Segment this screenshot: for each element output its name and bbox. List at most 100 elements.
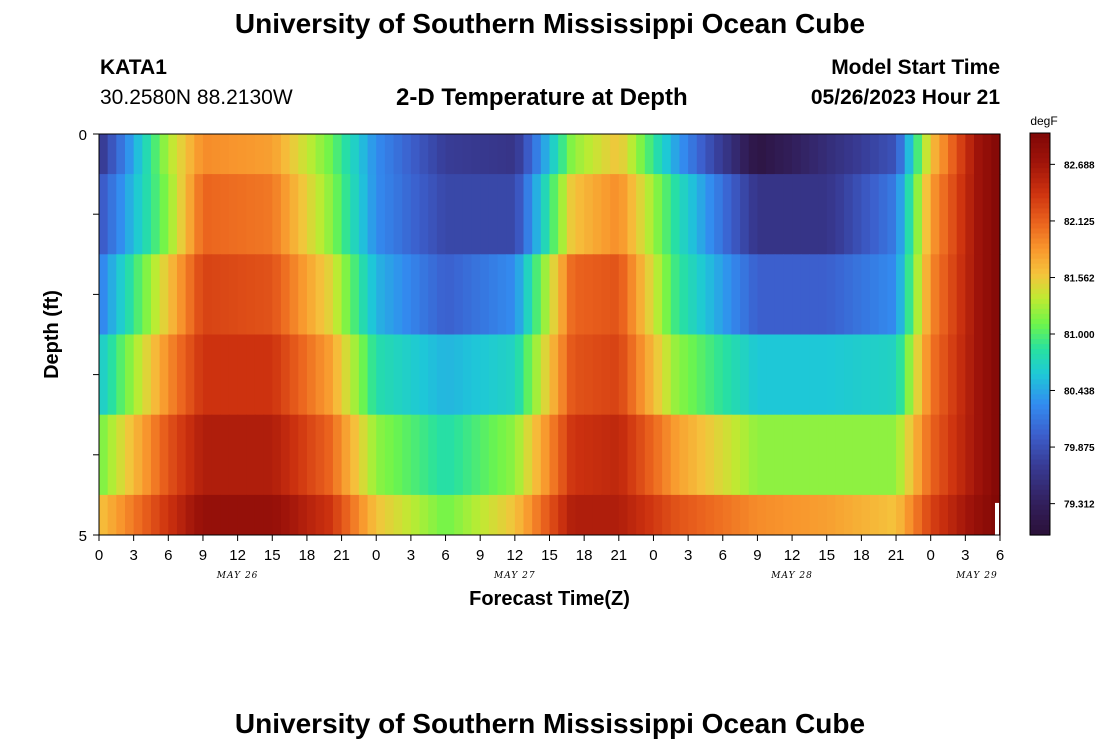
colorbar-segment xyxy=(1030,223,1050,230)
heatmap-cell xyxy=(436,174,447,255)
heatmap-cell xyxy=(462,174,473,255)
heatmap-cell xyxy=(696,414,707,496)
heatmap-cell xyxy=(636,414,646,496)
heatmap-cell xyxy=(904,334,914,416)
heatmap-cell xyxy=(471,254,481,335)
heatmap-cell xyxy=(974,494,984,536)
heatmap-cell xyxy=(948,174,958,255)
heatmap-cell xyxy=(306,494,317,536)
colorbar-segment xyxy=(1030,489,1050,496)
heatmap-cell xyxy=(826,134,836,175)
colorbar-segment xyxy=(1030,384,1050,390)
colorbar-segment xyxy=(1030,369,1050,375)
colorbar-segment xyxy=(1030,509,1050,516)
heatmap-cell xyxy=(896,174,906,255)
heatmap-cell xyxy=(948,134,958,175)
heatmap-cell xyxy=(480,494,490,536)
heatmap-cell xyxy=(688,254,698,335)
heatmap-cell xyxy=(280,414,291,496)
colorbar-segment xyxy=(1030,529,1050,536)
heatmap-cell xyxy=(575,494,585,536)
colorbar-segment xyxy=(1030,419,1050,426)
heatmap-cell xyxy=(722,174,733,255)
day-label: MAY 28 xyxy=(770,571,813,581)
heatmap-cell xyxy=(679,414,689,496)
heatmap-cell xyxy=(298,134,308,175)
heatmap-cell xyxy=(688,494,698,536)
heatmap-cell xyxy=(454,414,464,496)
heatmap-cell xyxy=(688,414,698,496)
heatmap-cell xyxy=(644,174,655,255)
heatmap-cell xyxy=(653,134,663,175)
heatmap-cell xyxy=(714,494,724,536)
heatmap-cell xyxy=(445,414,455,496)
heatmap-cell xyxy=(948,494,958,536)
heatmap-cell xyxy=(168,174,178,255)
heatmap-cell xyxy=(939,174,949,255)
heatmap-cell xyxy=(185,334,195,416)
colorbar-segment xyxy=(1030,499,1050,506)
colorbar-segment xyxy=(1030,203,1050,209)
heatmap-cell xyxy=(636,494,646,536)
heatmap-cell xyxy=(142,134,152,175)
heatmap-cell xyxy=(818,414,828,496)
heatmap-cell xyxy=(922,174,932,255)
y-axis-label: Depth (ft) xyxy=(41,290,63,379)
heatmap-cell xyxy=(731,334,741,416)
heatmap-cell xyxy=(159,254,169,335)
colorbar-segment xyxy=(1030,409,1050,415)
heatmap-cell xyxy=(419,254,429,335)
heatmap-cell xyxy=(124,174,135,255)
heatmap-cell xyxy=(341,494,351,536)
heatmap-cell xyxy=(705,174,715,255)
heatmap-cell xyxy=(99,254,109,335)
heatmap-cell xyxy=(150,174,161,255)
heatmap-cell xyxy=(757,414,767,496)
heatmap-cell xyxy=(419,174,429,255)
heatmap-cell xyxy=(757,334,767,416)
heatmap-cell xyxy=(124,334,135,416)
colorbar-segment xyxy=(1030,173,1050,179)
heatmap-cell xyxy=(480,174,490,255)
heatmap-cell xyxy=(939,134,949,175)
heatmap-cell xyxy=(506,334,516,416)
heatmap-cell xyxy=(462,334,473,416)
heatmap-cell xyxy=(107,414,117,496)
page-title: University of Southern Mississippi Ocean… xyxy=(234,8,866,39)
colorbar-segment xyxy=(1030,424,1050,431)
heatmap-cell xyxy=(835,254,845,335)
heatmap-cell xyxy=(939,254,949,335)
heatmap-cell xyxy=(965,414,975,496)
heatmap-cell xyxy=(384,334,395,416)
heatmap-cell xyxy=(436,494,447,536)
heatmap-cell xyxy=(653,494,663,536)
heatmap-cell xyxy=(116,334,126,416)
heatmap-cell xyxy=(783,174,793,255)
x-tick-label: 3 xyxy=(684,547,692,564)
heatmap-cell xyxy=(393,494,403,536)
heatmap-cell xyxy=(488,414,499,496)
heatmap-cell xyxy=(826,254,836,335)
heatmap-cell xyxy=(402,494,412,536)
heatmap-cell xyxy=(306,254,317,335)
x-tick-label: 6 xyxy=(164,547,172,564)
heatmap-cell xyxy=(419,494,429,536)
heatmap-cell xyxy=(341,254,351,335)
heatmap-cell xyxy=(792,134,802,175)
heatmap-cell xyxy=(584,494,594,536)
heatmap-cell xyxy=(116,494,126,536)
heatmap-cell xyxy=(454,494,464,536)
heatmap-cell xyxy=(341,334,351,416)
colorbar-segment xyxy=(1030,308,1050,315)
heatmap-cell xyxy=(948,254,958,335)
heatmap-cell xyxy=(722,494,733,536)
heatmap-cell xyxy=(870,134,880,175)
heatmap-cell xyxy=(428,134,438,175)
heatmap-cell xyxy=(575,414,585,496)
heatmap-cell xyxy=(748,254,759,335)
heatmap-cell xyxy=(844,134,854,175)
heatmap-cell xyxy=(540,334,551,416)
heatmap-cell xyxy=(176,174,187,255)
colorbar-segment xyxy=(1030,168,1050,174)
heatmap-cell xyxy=(150,134,161,175)
